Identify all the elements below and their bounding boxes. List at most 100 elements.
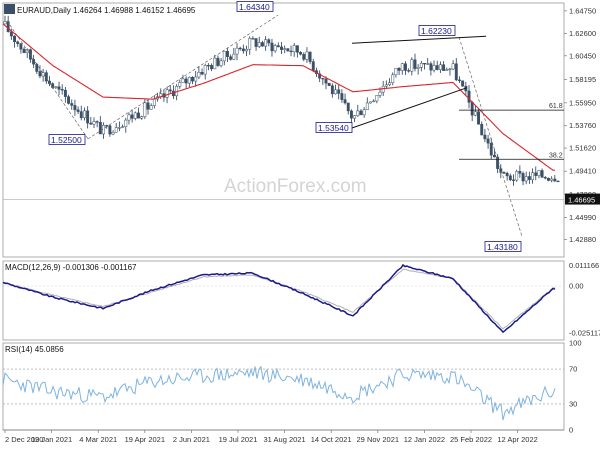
candle-body (330, 85, 334, 95)
candle-body (264, 39, 268, 47)
candle-body (95, 121, 99, 123)
candle-body (343, 99, 347, 104)
candle-body (292, 45, 296, 53)
wedge-upper-line (351, 35, 487, 44)
candle-body (512, 179, 515, 181)
price-annotation-label: 1.52500 (51, 135, 82, 145)
candle-body (553, 178, 557, 182)
candle-body (308, 51, 312, 62)
candle-body (76, 109, 80, 112)
candle-body (248, 38, 252, 50)
candle-body (524, 176, 528, 182)
candle-body (9, 31, 13, 37)
candle-body (165, 89, 169, 98)
price-y-tick-label: 1.42880 (569, 235, 596, 244)
candle-body (111, 131, 115, 135)
candle-body (245, 48, 248, 52)
rsi-y-tick-label: 70 (569, 365, 577, 374)
candle-body (13, 35, 16, 42)
candle-body (327, 82, 331, 86)
candle-body (442, 64, 446, 71)
candle-body (426, 63, 430, 65)
candle-body (423, 62, 426, 65)
macd-y-tick-label: -0.025117 (569, 328, 600, 337)
last-price-box (565, 193, 600, 205)
candle-body (477, 111, 480, 125)
candle-body (556, 180, 560, 183)
candle-body (346, 102, 350, 112)
candle-body (324, 78, 328, 84)
candle-body (219, 60, 223, 66)
candle-body (19, 43, 23, 50)
candle-body (92, 121, 96, 125)
rsi-y-tick-label: 30 (569, 399, 577, 408)
symbol-icon (4, 4, 15, 14)
candle-body (267, 39, 271, 44)
candle-body (254, 38, 258, 47)
price-title: EURAUD,Daily (17, 6, 71, 15)
candles (3, 15, 560, 186)
candle-body (143, 102, 147, 117)
candle-body (537, 170, 541, 176)
candle-body (251, 38, 255, 40)
candle-body (410, 59, 414, 72)
candle-body (79, 111, 83, 119)
candle-body (117, 127, 121, 129)
candle-body (334, 89, 337, 95)
candle-body (400, 63, 404, 71)
candle-body (210, 65, 214, 70)
fib-level-label: 61.8 (549, 103, 563, 110)
candle-body (467, 90, 471, 103)
x-tick-label: 4 Mar 2021 (79, 435, 117, 444)
candle-body (194, 76, 198, 82)
candle-body (473, 111, 477, 116)
x-tick-label: 19 Apr 2021 (125, 435, 165, 444)
candle-body (299, 52, 303, 55)
x-tick-label: 12 Apr 2022 (497, 435, 537, 444)
candle-body (191, 76, 194, 82)
candle-body (216, 57, 220, 66)
candle-body (124, 119, 128, 127)
candle-body (146, 102, 150, 110)
macd-plot-frame (2, 260, 565, 341)
price-y-tick-label: 1.49410 (569, 167, 596, 176)
candle-body (353, 115, 357, 119)
candle-body (458, 79, 461, 82)
candle-body (280, 46, 283, 50)
candle-body (73, 105, 77, 111)
candle-body (241, 48, 245, 52)
price-panel: 1.64750 1.62600 1.60450 1.58195 1.55950 1.537… (2, 1, 600, 258)
candle-body (492, 154, 496, 158)
candle-body (70, 103, 74, 106)
price-y-tick-label: 1.51620 (569, 144, 596, 153)
candle-body (54, 86, 58, 88)
candle-body (505, 172, 509, 177)
candle-body (302, 53, 306, 60)
candle-body (105, 125, 109, 127)
candle-body (222, 51, 226, 62)
candle-body (229, 56, 233, 60)
candle-body (407, 70, 411, 72)
candle-body (187, 76, 191, 84)
price-y-tick-label: 1.62600 (569, 29, 596, 38)
candle-body (152, 98, 156, 106)
candle-body (226, 51, 229, 57)
candle-body (391, 74, 395, 83)
candle-body (435, 65, 439, 70)
candle-body (394, 68, 398, 76)
candle-body (114, 127, 118, 133)
candle-body (67, 96, 71, 104)
price-annotation-box (236, 1, 274, 12)
candle-body (295, 45, 299, 53)
candle-body (372, 100, 376, 103)
candle-body (235, 47, 239, 55)
price-annotation-box (484, 241, 522, 252)
candle-body (432, 65, 436, 71)
last-price-label: 1.46695 (568, 196, 595, 205)
candle-body (454, 63, 458, 81)
candle-body (63, 89, 67, 97)
candle-body (273, 45, 277, 52)
candle-body (178, 82, 182, 87)
candle-body (349, 110, 353, 119)
